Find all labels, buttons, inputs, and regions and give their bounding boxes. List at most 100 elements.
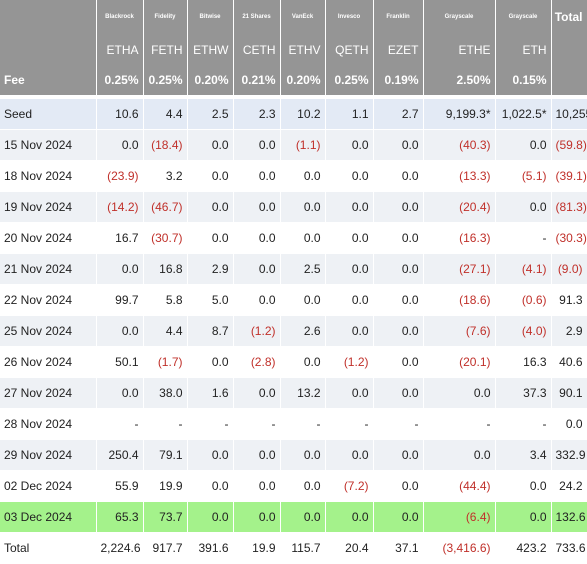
table-row: 20 Nov 2024 16.7 (30.7) 0.0 0.0 0.0 0.0 0.0 (16.… xyxy=(0,222,587,254)
flow-cell: 115.7 xyxy=(280,532,326,564)
row-total-cell: 91.3 xyxy=(551,284,587,316)
flow-cell: 1.6 xyxy=(187,377,234,409)
flow-cell: 0.0 xyxy=(325,222,374,254)
flow-cell: 5.8 xyxy=(143,284,188,316)
flow-cell: (16.3) xyxy=(423,222,496,254)
flow-cell: 0.0 xyxy=(233,439,281,471)
flow-cell: 0.0 xyxy=(280,284,326,316)
table-row: 25 Nov 2024 0.0 4.4 8.7 (1.2) 2.6 0.0 0.0 (7.6)(… xyxy=(0,315,587,347)
flow-cell: 0.0 xyxy=(187,160,234,192)
flow-cell: 3.2 xyxy=(143,160,188,192)
flow-cell: 5.0 xyxy=(187,284,234,316)
row-total-cell: 2.9 xyxy=(551,315,587,347)
flow-cell: 50.1 xyxy=(96,346,144,378)
flow-cell: (13.3) xyxy=(423,160,496,192)
flow-cell: 0.0 xyxy=(280,191,326,223)
flow-rows: Seed 10.6 4.4 2.5 2.3 10.2 1.1 2.7 9,199.3* 1,022… xyxy=(0,97,587,564)
flow-cell: 0.0 xyxy=(325,191,374,223)
flow-cell: 3.4 xyxy=(495,439,552,471)
flow-cell: 2.5 xyxy=(280,253,326,285)
flow-cell: 0.0 xyxy=(373,191,424,223)
table-row: 21 Nov 2024 0.0 16.8 2.9 0.0 2.5 0.0 0.0 (27.1)(… xyxy=(0,253,587,285)
flow-cell: 0.0 xyxy=(325,284,374,316)
flow-cell: 1.1 xyxy=(325,97,374,130)
flow-cell: 0.0 xyxy=(187,129,234,161)
row-total-cell: 0.0 xyxy=(551,408,587,440)
issuer-header: Fidelity xyxy=(143,0,188,34)
flow-cell: (23.9) xyxy=(96,160,144,192)
flow-cell: 0.0 xyxy=(233,222,281,254)
flow-cell: 0.0 xyxy=(373,222,424,254)
flow-cell: 391.6 xyxy=(187,532,234,564)
flow-cell: 0.0 xyxy=(325,501,374,533)
row-date-label: 29 Nov 2024 xyxy=(0,439,97,471)
flow-cell: 0.0 xyxy=(96,315,144,347)
flow-cell: 0.0 xyxy=(187,501,234,533)
flow-cell: 0.0 xyxy=(373,377,424,409)
row-total-cell: (30.3) xyxy=(551,222,587,254)
flow-cell: (1.7) xyxy=(143,346,188,378)
row-date-label: 22 Nov 2024 xyxy=(0,284,97,316)
flow-cell: 16.8 xyxy=(143,253,188,285)
fee-cell: 0.20% xyxy=(187,65,234,99)
flow-cell: 0.0 xyxy=(233,377,281,409)
flow-cell: (7.6) xyxy=(423,315,496,347)
ticker-header: ETHE xyxy=(423,34,496,65)
table-row: 18 Nov 2024 (23.9) 3.2 0.0 0.0 0.0 0.0 0.0 (13.3… xyxy=(0,160,587,192)
flow-cell: 0.0 xyxy=(233,253,281,285)
flow-cell: (0.6) xyxy=(495,284,552,316)
flow-cell: 73.7 xyxy=(143,501,188,533)
row-date-label: 20 Nov 2024 xyxy=(0,222,97,254)
corner-cell xyxy=(0,0,97,34)
row-total-cell: (9.0) xyxy=(551,253,587,285)
table-row: 02 Dec 2024 55.9 19.9 0.0 0.0 0.0 (7.2) 0.0 (44.… xyxy=(0,470,587,502)
flow-cell: 423.2 xyxy=(495,532,552,564)
ticker-header-row: ETHA FETH ETHW CETH ETHV QETH EZET ETHE … xyxy=(0,34,587,65)
flow-cell: (40.3) xyxy=(423,129,496,161)
flow-cell: (46.7) xyxy=(143,191,188,223)
flow-cell: 0.0 xyxy=(373,253,424,285)
flow-cell: 0.0 xyxy=(96,377,144,409)
row-total-cell: (39.1) xyxy=(551,160,587,192)
row-total-cell: 40.6 xyxy=(551,346,587,378)
flow-cell: 0.0 xyxy=(187,191,234,223)
flow-cell: 0.0 xyxy=(373,346,424,378)
issuer-header: Bitwise xyxy=(187,0,234,34)
total-column-header: Total xyxy=(551,0,587,34)
flow-cell: (2.8) xyxy=(233,346,281,378)
table-row: 27 Nov 2024 0.0 38.0 1.6 0.0 13.2 0.0 0.0 0.0 37.… xyxy=(0,377,587,409)
flow-cell: 0.0 xyxy=(280,439,326,471)
fee-cell: 0.15% xyxy=(495,65,552,99)
row-date-label: 27 Nov 2024 xyxy=(0,377,97,409)
ticker-header: ETHA xyxy=(96,34,144,65)
flow-cell: 10.2 xyxy=(280,97,326,130)
flow-cell: 0.0 xyxy=(325,439,374,471)
flow-cell: 2.5 xyxy=(187,97,234,130)
fee-total-spacer xyxy=(551,65,587,99)
table-row: 28 Nov 2024- - - - - - - - -0.0 xyxy=(0,408,587,440)
table-row: 03 Dec 2024 65.3 73.7 0.0 0.0 0.0 0.0 0.0 (6.4) 0… xyxy=(0,501,587,533)
flow-cell: - xyxy=(143,408,188,440)
fee-cell: 0.25% xyxy=(325,65,374,99)
flow-cell: 2.9 xyxy=(187,253,234,285)
flow-cell: 0.0 xyxy=(280,222,326,254)
row-total-cell: 132.6 xyxy=(551,501,587,533)
flow-cell: 1,022.5* xyxy=(495,97,552,130)
flow-cell: (18.6) xyxy=(423,284,496,316)
flow-cell: 8.7 xyxy=(187,315,234,347)
flow-cell: (3,416.6) xyxy=(423,532,496,564)
flow-cell: 79.1 xyxy=(143,439,188,471)
ticker-header: FETH xyxy=(143,34,188,65)
flow-cell: (5.1) xyxy=(495,160,552,192)
issuer-header: Grayscale xyxy=(423,0,496,34)
flow-cell: 0.0 xyxy=(280,470,326,502)
issuer-header: Invesco xyxy=(325,0,374,34)
flow-cell: - xyxy=(233,408,281,440)
flow-cell: (18.4) xyxy=(143,129,188,161)
flow-cell: 0.0 xyxy=(187,470,234,502)
flow-cell: (20.4) xyxy=(423,191,496,223)
row-date-label: Total xyxy=(0,532,97,564)
flow-cell: (7.2) xyxy=(325,470,374,502)
row-date-label: 25 Nov 2024 xyxy=(0,315,97,347)
